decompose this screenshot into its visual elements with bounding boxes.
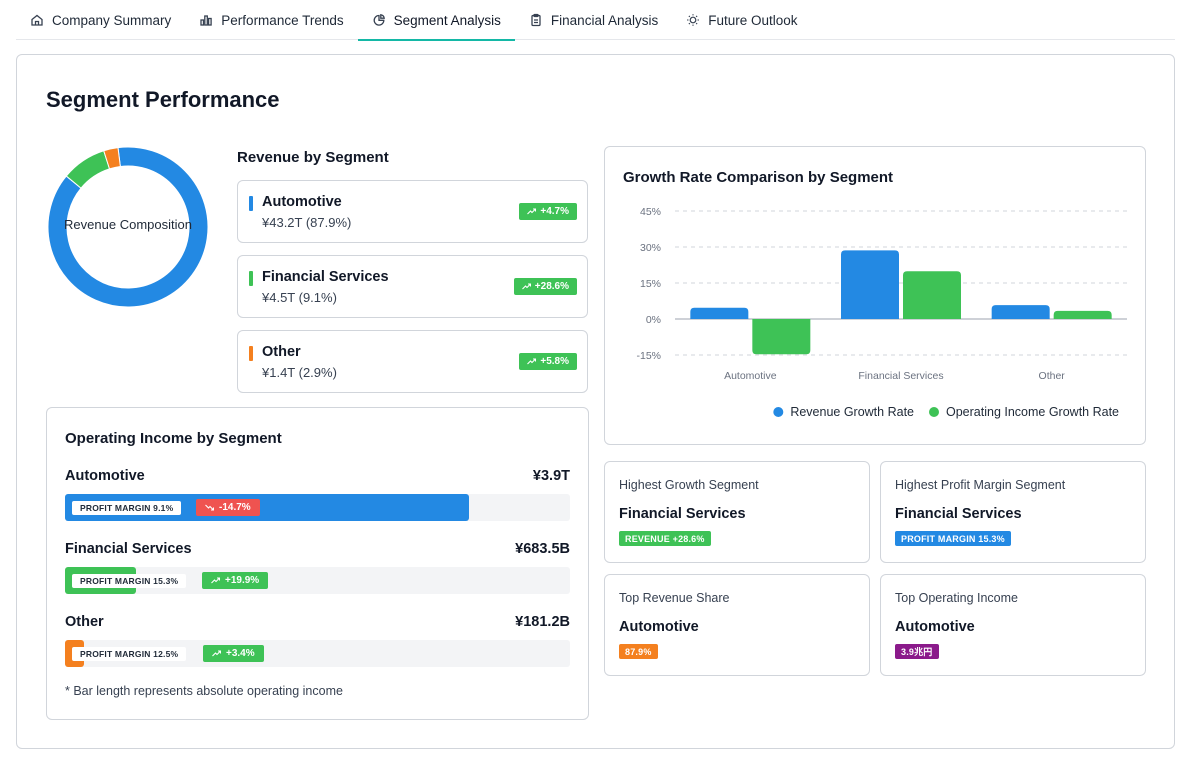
profit-margin-badge: PROFIT MARGIN 15.3% <box>72 574 187 588</box>
trend-up-icon <box>527 208 537 215</box>
segment-name: Automotive <box>262 194 342 210</box>
growth-rate-chart-card: Growth Rate Comparison by Segment 45% 30%… <box>604 146 1146 445</box>
tab-company-summary[interactable]: Company Summary <box>16 0 185 40</box>
segment-name: Financial Services <box>65 541 192 557</box>
income-bar-track: PROFIT MARGIN 12.5% +3.4% <box>65 640 570 667</box>
segment-revenue: ¥4.5T (9.1%) <box>262 290 337 305</box>
segment-revenue: ¥1.4T (2.9%) <box>262 365 337 380</box>
stat-title: Top Operating Income <box>895 591 1018 605</box>
change-badge: +19.9% <box>202 572 269 589</box>
chart-title: Growth Rate Comparison by Segment <box>623 169 894 186</box>
y-tick-label: 45% <box>640 206 661 218</box>
legend-swatch <box>773 407 784 417</box>
change-badge: -14.7% <box>196 499 260 516</box>
donut-center-label: Revenue Composition <box>64 217 192 232</box>
tab-performance-trends[interactable]: Performance Trends <box>185 0 357 40</box>
bar-revenue-growth <box>841 250 899 319</box>
donut-slice <box>47 146 209 308</box>
tab-bar: Company Summary Performance Trends Segme… <box>16 0 1175 41</box>
page-title: Segment Performance <box>46 87 280 112</box>
x-tick-label: Financial Services <box>858 370 943 382</box>
home-icon <box>31 14 43 26</box>
x-tick-label: Other <box>1039 370 1066 382</box>
trend-up-icon <box>521 283 531 290</box>
growth-badge: +4.7% <box>519 203 577 220</box>
stat-badge: 3.9兆円 <box>895 644 939 659</box>
tab-label: Financial Analysis <box>550 12 659 28</box>
change-badge: +3.4% <box>203 645 264 662</box>
trend-up-icon <box>527 358 537 365</box>
bar-chart-icon <box>200 15 213 26</box>
y-tick-label: -15% <box>636 350 661 362</box>
operating-income-title: Operating Income by Segment <box>65 430 282 447</box>
legend-swatch <box>929 407 939 417</box>
segment-name: Other <box>262 344 301 360</box>
segment-color-bar <box>249 271 253 286</box>
operating-income-amount: ¥683.5B <box>515 541 570 557</box>
stat-value: Financial Services <box>895 506 1022 522</box>
operating-income-card: Operating Income by Segment Automotive ¥… <box>46 407 589 720</box>
stat-value: Automotive <box>619 619 699 635</box>
income-bar-track: PROFIT MARGIN 9.1% -14.7% <box>65 494 570 521</box>
segment-name: Financial Services <box>262 269 389 285</box>
tab-financial-analysis[interactable]: Financial Analysis <box>515 0 672 40</box>
bar-operating-income-growth <box>903 271 961 319</box>
stat-title: Top Revenue Share <box>619 591 730 605</box>
stat-card-top-revenue-share: Top Revenue Share Automotive 87.9% <box>604 574 870 676</box>
operating-income-amount: ¥3.9T <box>532 468 570 484</box>
income-bar-track: PROFIT MARGIN 15.3% +19.9% <box>65 567 570 594</box>
revenue-card-financial-services: Financial Services ¥4.5T (9.1%) +28.6% <box>237 255 588 318</box>
donut-slice <box>103 147 121 170</box>
tab-label: Future Outlook <box>708 12 798 28</box>
stat-card-highest-growth: Highest Growth Segment Financial Service… <box>604 461 870 563</box>
bar-operating-income-growth <box>752 319 811 355</box>
revenue-card-automotive: Automotive ¥43.2T (87.9%) +4.7% <box>237 180 588 243</box>
stat-value: Financial Services <box>619 506 746 522</box>
tab-future-outlook[interactable]: Future Outlook <box>672 0 811 40</box>
trend-down-icon <box>205 504 214 511</box>
bar-operating-income-growth <box>1053 310 1112 319</box>
revenue-by-segment-title: Revenue by Segment <box>237 149 389 166</box>
growth-rate-chart: 45% 30% 15% 0% -15% Automotive Financial Servi… <box>636 206 1127 419</box>
operating-income-amount: ¥181.2B <box>515 614 570 630</box>
stat-card-highest-profit-margin: Highest Profit Margin Segment Financial … <box>880 461 1146 563</box>
segment-name: Other <box>65 614 104 630</box>
stat-badge: PROFIT MARGIN 15.3% <box>895 531 1011 546</box>
y-tick-label: 0% <box>646 314 661 326</box>
segment-panel: Segment Performance Revenue Composition … <box>16 54 1175 749</box>
trend-up-icon <box>211 577 220 584</box>
revenue-card-other: Other ¥1.4T (2.9%) +5.8% <box>237 330 588 393</box>
y-tick-label: 15% <box>640 278 661 290</box>
x-tick-label: Automotive <box>724 370 777 382</box>
bar-revenue-growth <box>991 305 1050 319</box>
trend-up-icon <box>212 650 221 657</box>
profit-margin-badge: PROFIT MARGIN 9.1% <box>72 501 182 515</box>
lightbulb-icon <box>687 14 700 26</box>
tab-label: Performance Trends <box>221 12 344 28</box>
legend-label: Operating Income Growth Rate <box>946 405 1119 419</box>
growth-badge: +28.6% <box>513 278 577 295</box>
tab-segment-analysis[interactable]: Segment Analysis <box>357 0 516 41</box>
stat-title: Highest Profit Margin Segment <box>895 478 1066 492</box>
stat-card-top-operating-income: Top Operating Income Automotive 3.9兆円 <box>880 574 1146 676</box>
legend-label: Revenue Growth Rate <box>790 405 914 419</box>
bar-length-note: * Bar length represents absolute operati… <box>65 684 343 698</box>
segment-color-bar <box>249 346 253 361</box>
bar-revenue-growth <box>690 307 749 319</box>
tab-label: Company Summary <box>52 12 172 28</box>
stat-value: Automotive <box>895 619 975 635</box>
segment-color-bar <box>249 196 253 211</box>
stat-badge: 87.9% <box>619 644 658 659</box>
tab-label: Segment Analysis <box>393 12 501 28</box>
pie-chart-icon <box>373 14 385 26</box>
segment-revenue: ¥43.2T (87.9%) <box>262 215 352 230</box>
stat-title: Highest Growth Segment <box>619 478 759 492</box>
growth-badge: +5.8% <box>519 353 577 370</box>
clipboard-icon <box>531 13 541 27</box>
profit-margin-badge: PROFIT MARGIN 12.5% <box>72 647 187 661</box>
y-tick-label: 30% <box>640 242 661 254</box>
revenue-donut-chart <box>47 146 209 308</box>
stat-badge: REVENUE +28.6% <box>619 531 711 546</box>
segment-name: Automotive <box>65 468 145 484</box>
